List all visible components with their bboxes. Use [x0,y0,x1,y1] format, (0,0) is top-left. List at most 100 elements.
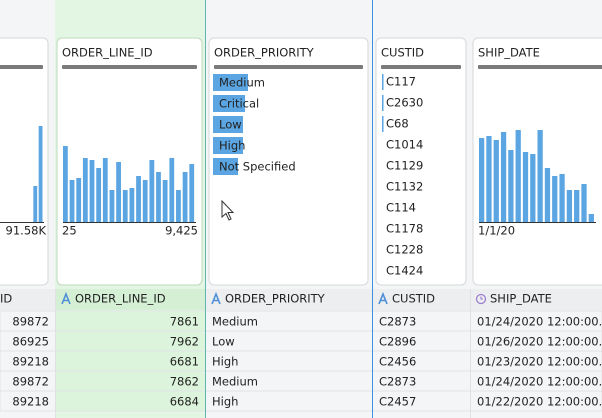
axis-min-label: 1/1/20 [478,224,515,238]
axis-max-label: 91.58K [6,224,47,238]
table-cell: High [212,355,238,369]
histogram-bar [96,168,102,222]
column-header[interactable] [0,289,55,310]
card-header-bar [62,65,197,69]
axis-max-label: 9,425 [165,224,198,238]
column-header[interactable] [55,289,205,310]
profile-card[interactable] [375,37,467,286]
table-cell: 01/22/2020 12:00:00.00 [477,395,602,409]
text-type-icon [378,291,388,305]
histogram-bar [63,146,68,222]
histogram-bar [493,140,499,222]
value-label[interactable]: C68 [386,117,409,131]
table-cell: 01/24/2020 12:00:00.00 [477,315,602,329]
histogram-bar [176,190,181,222]
value-label[interactable]: C1129 [386,159,423,173]
card-header-bar [381,65,461,69]
selected-cell [55,331,205,351]
histogram-bar [38,126,43,222]
histogram-bar [537,130,543,222]
category-bar[interactable] [213,95,245,112]
selected-cell [55,311,205,331]
value-label[interactable]: C117 [386,75,416,89]
card-title: SHIP_DATE [478,46,540,60]
axis-min-label: 25 [62,224,77,238]
histogram-bar [486,136,492,222]
histogram-bar [76,178,82,222]
column-header[interactable] [372,289,470,310]
histogram-bar [189,164,195,222]
profile-card[interactable] [56,37,203,286]
column-header-label[interactable]: ORDER_PRIORITY [225,292,326,306]
table-cell: C2873 [379,315,416,329]
table-cell: 89872 [12,375,49,389]
table-cell: 01/24/2020 12:00:00.00 [477,375,602,389]
table-cell: 01/23/2020 12:00:00.00 [477,355,602,369]
histogram-bar [515,130,521,222]
histogram-bar [149,160,155,222]
histogram-bar [530,154,536,222]
histogram-bar [102,158,108,222]
histogram-bar [156,172,161,222]
column-header-label[interactable]: ID [0,292,12,306]
histogram-bar [162,180,168,222]
category-bar[interactable] [213,158,238,175]
category-label[interactable]: High [219,139,245,153]
value-label[interactable]: C1228 [386,243,423,257]
category-label[interactable]: Not Specified [219,160,296,174]
column-header-label[interactable]: CUSTID [392,292,435,306]
table-cell: 7862 [170,375,199,389]
text-type-icon [61,291,71,305]
column-header-label[interactable]: SHIP_DATE [490,292,552,306]
date-icon [475,293,487,305]
text-type-icon [211,291,221,305]
category-label[interactable]: Medium [219,76,265,90]
table-cell: Low [212,335,235,349]
card-title: CUSTID [381,46,424,60]
histogram-bar [552,176,558,222]
value-label[interactable]: C1178 [386,222,423,236]
histogram-bar [522,152,529,222]
card-title: ORDER_PRIORITY [214,46,315,60]
table-row [0,390,602,412]
value-label[interactable]: C1424 [386,264,423,278]
histogram-bar [544,168,551,222]
table-cell: 01/26/2020 12:00:00.00 [477,335,602,349]
category-label[interactable]: Low [219,118,242,132]
histogram-bar [116,162,121,222]
table-cell: 89872 [12,315,49,329]
histogram-bar [109,190,115,222]
histogram-bar [500,132,507,222]
value-tick [382,74,384,90]
table-cell: Medium [212,315,258,329]
column-header-label[interactable]: ORDER_LINE_ID [75,292,166,306]
histogram-bar [136,176,141,222]
selected-cell [55,391,205,411]
table-cell: 6681 [170,355,199,369]
category-label[interactable]: Critical [219,97,259,111]
histogram-bar [588,214,594,222]
value-label[interactable]: C1014 [386,138,423,152]
table-cell: 7861 [170,315,199,329]
histogram-bar [129,188,135,222]
card-header-bar [0,65,43,69]
category-bar[interactable] [213,137,243,154]
category-bar[interactable] [213,116,243,133]
column-header[interactable] [470,289,602,310]
histogram-bar [559,174,565,222]
card-header-bar [214,65,363,69]
histogram-bar [82,158,88,222]
histogram-bar [182,172,188,222]
table-cell: 6684 [170,395,199,409]
selected-cell [55,371,205,391]
table-cell: High [212,395,238,409]
value-label[interactable]: C1132 [386,180,423,194]
value-label[interactable]: C114 [386,201,416,215]
profile-card[interactable] [208,37,369,286]
category-bar[interactable] [213,74,248,91]
column-header[interactable] [205,289,372,310]
profile-card[interactable] [0,37,49,286]
value-label[interactable]: C2630 [386,96,423,110]
value-tick [382,95,384,111]
